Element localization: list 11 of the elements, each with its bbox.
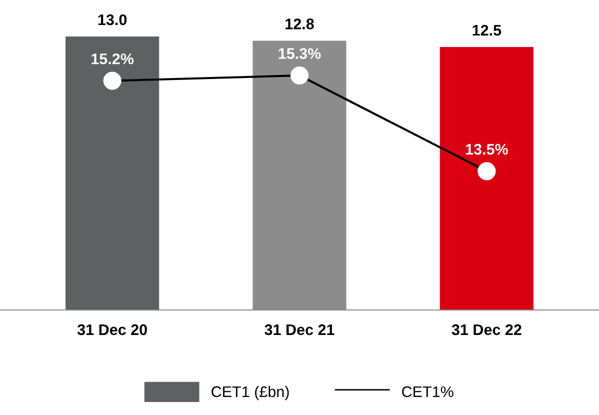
data-label: 12.8: [286, 18, 314, 30]
legend-label: CET1 (£bn): [212, 386, 289, 400]
data-label: 13.5%: [466, 144, 508, 155]
data-label: 13.0: [98, 14, 127, 26]
data-label: 15.3%: [278, 48, 321, 59]
x-tick-label: 31 Dec 21: [264, 324, 334, 336]
x-tick-label: 31 Dec 20: [77, 324, 147, 336]
data-label: 15.2%: [92, 53, 134, 64]
legend-label: CET1%: [402, 386, 454, 398]
x-tick-label: 31 Dec 22: [452, 324, 522, 336]
data-label: 12.5: [472, 24, 502, 36]
